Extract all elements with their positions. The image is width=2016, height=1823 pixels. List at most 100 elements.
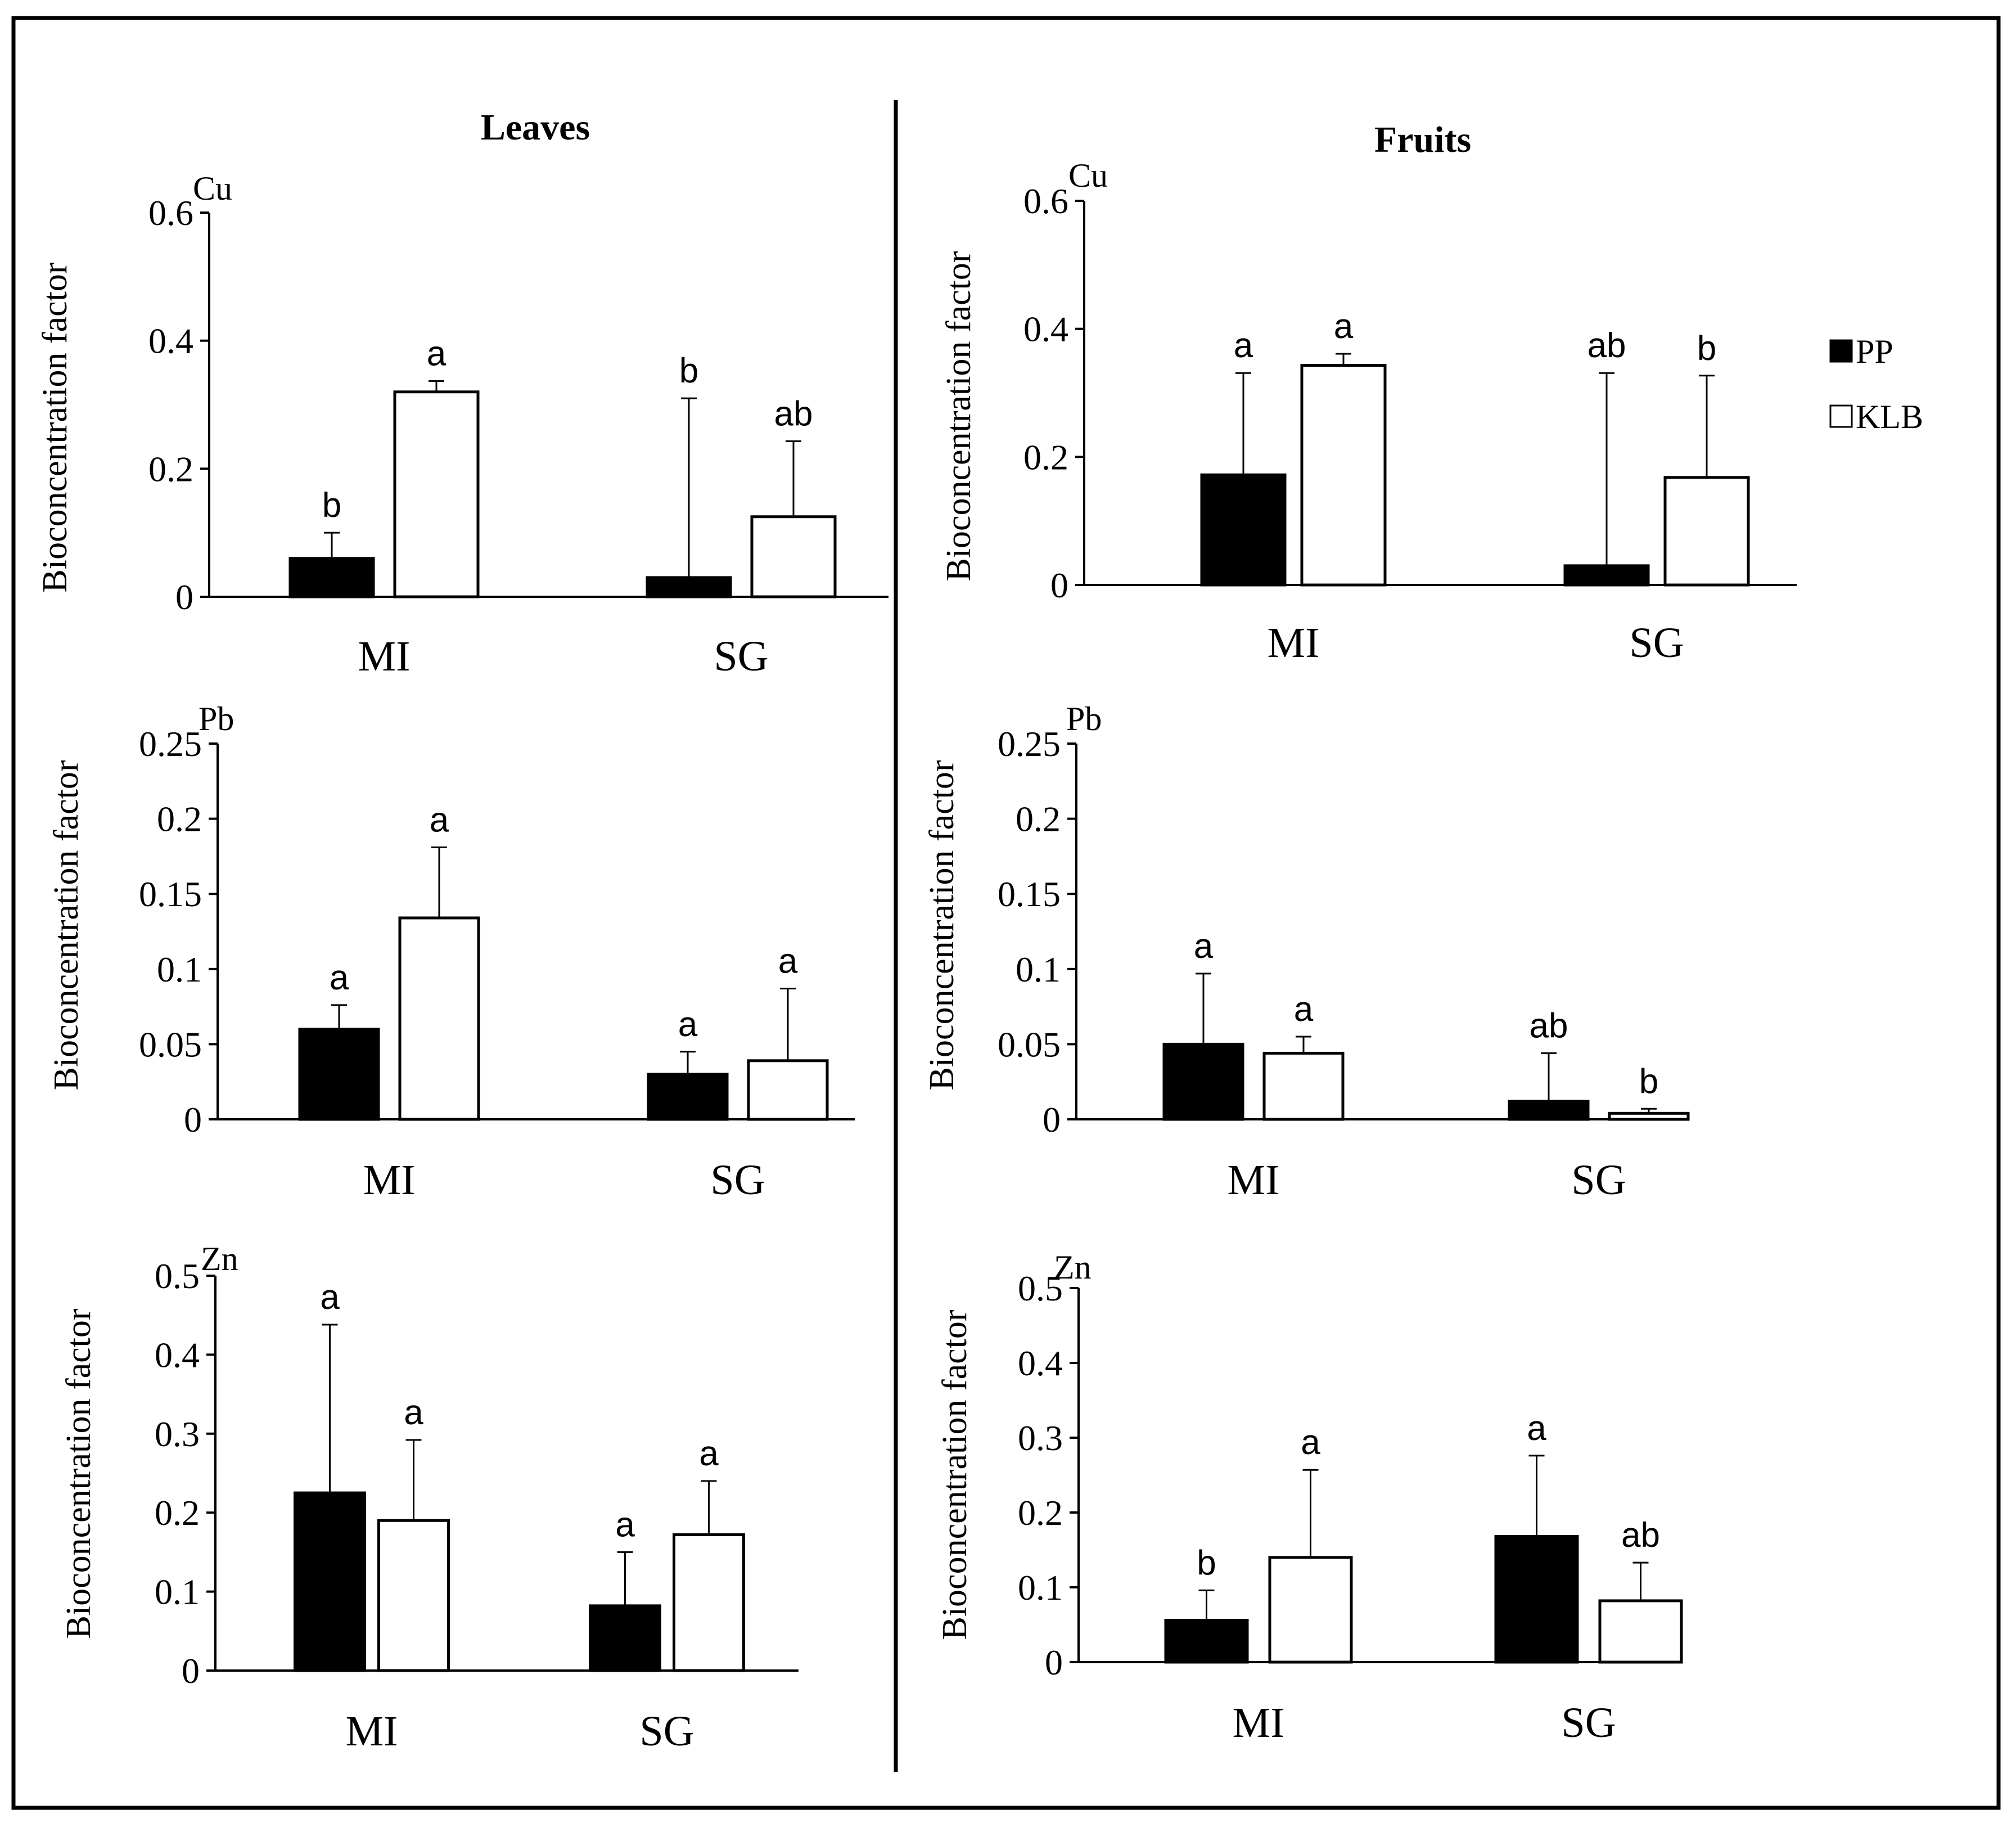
bar-pp-sg: [647, 1073, 729, 1121]
y-tick-label: 0.25: [998, 724, 1061, 764]
y-tick-label: 0.4: [1023, 309, 1068, 349]
y-tick-label: 0.2: [155, 1493, 200, 1533]
y-tick-label: 0.3: [1018, 1418, 1063, 1458]
y-tick-label: 0.2: [1023, 437, 1068, 477]
significance-letter: a: [1194, 927, 1214, 966]
significance-letter: a: [678, 1005, 698, 1044]
panel-fruits-pb: 0 0.05 0.1 0.15 0.2 0.25 Bioconcentration fact…: [923, 700, 1690, 1204]
y-tick-label: 0.2: [1018, 1493, 1063, 1533]
y-tick-label: 0.6: [148, 193, 193, 233]
y-tick-label: 0.15: [998, 874, 1061, 914]
y-tick-label: 0: [184, 1100, 202, 1140]
y-axis-label: Bioconcentration factor: [923, 760, 961, 1090]
y-tick-label: 0.05: [998, 1024, 1061, 1064]
y-tick-label: 0.4: [1018, 1343, 1063, 1383]
element-label: Cu: [193, 170, 232, 207]
bar-klb-sg: [1598, 1599, 1683, 1664]
bar-klb-mi: [1268, 1556, 1353, 1664]
y-tick-label: 0.5: [1018, 1268, 1063, 1308]
x-category-label: SG: [1561, 1699, 1616, 1747]
bar-pp-sg: [589, 1604, 661, 1672]
leaves-title: Leaves: [481, 107, 590, 148]
y-tick-label: 0.15: [139, 874, 202, 914]
x-category-label: MI: [1228, 1156, 1280, 1204]
y-tick-label: 0: [175, 577, 193, 617]
bar-pp-mi: [1162, 1042, 1244, 1121]
bar-klb-sg: [673, 1533, 745, 1672]
significance-letter: b: [1197, 1543, 1216, 1582]
significance-letter: b: [1639, 1062, 1658, 1101]
x-category-label: SG: [1629, 619, 1684, 667]
y-tick-label: 0.3: [155, 1414, 200, 1454]
significance-letter: a: [430, 800, 449, 839]
y-tick-label: 0.6: [1023, 181, 1068, 221]
y-tick-label: 0.1: [1016, 949, 1061, 989]
y-tick-label: 0.4: [155, 1335, 200, 1375]
x-category-label: MI: [363, 1156, 416, 1204]
significance-letter: a: [1334, 307, 1354, 346]
significance-letter: a: [320, 1278, 340, 1317]
bar-pp-sg: [1563, 564, 1650, 587]
y-tick-label: 0.05: [139, 1024, 202, 1064]
element-label: Pb: [1066, 700, 1102, 737]
bar-pp-mi: [1164, 1619, 1249, 1664]
bar-pp-sg: [1494, 1535, 1579, 1664]
element-label: Zn: [201, 1240, 238, 1277]
bar-pp-mi: [298, 1028, 380, 1121]
significance-letter: b: [322, 486, 341, 525]
bar-klb-mi: [393, 390, 480, 598]
bar-klb-mi: [398, 916, 480, 1121]
x-category-label: MI: [1233, 1699, 1285, 1747]
bar-klb-sg: [750, 515, 837, 598]
y-tick-label: 0.2: [1016, 799, 1061, 839]
x-category-label: SG: [639, 1708, 694, 1755]
legend-label-klb: KLB: [1856, 398, 1923, 435]
y-tick-label: 0.2: [148, 449, 193, 489]
significance-letter: ab: [774, 394, 813, 433]
panel-fruits-zn: 0 0.1 0.2 0.3 0.4 0.5 Bioconcentration factor Z…: [936, 1249, 1683, 1747]
x-category-label: SG: [714, 633, 768, 680]
y-axis-label: Bioconcentration factor: [47, 760, 85, 1090]
element-label: Cu: [1068, 157, 1108, 194]
panel-leaves-pb: 0 0.05 0.1 0.15 0.2 0.25 Bioconcentration fact…: [47, 700, 855, 1204]
bar-klb-sg: [1608, 1111, 1690, 1121]
bar-pp-sg: [646, 576, 732, 598]
y-axis-label: Bioconcentration factor: [36, 262, 74, 592]
panel-fruits-cu: 0 0.2 0.4 0.6 Bioconcentration factor Cu a a MI a…: [940, 157, 1797, 667]
significance-letter: a: [1234, 326, 1253, 365]
y-tick-label: 0: [1050, 565, 1068, 605]
panels: 0 0.2 0.4 0.6 Bioconcentration factor Cu b a MI b…: [36, 157, 1797, 1755]
bar-klb-sg: [747, 1059, 829, 1121]
legend-swatch-klb: [1829, 404, 1853, 428]
significance-letter: a: [1294, 990, 1314, 1029]
y-tick-label: 0.1: [1018, 1568, 1063, 1608]
significance-letter: a: [404, 1393, 423, 1432]
bar-klb-sg: [1663, 476, 1750, 587]
significance-letter: b: [1697, 329, 1716, 368]
significance-letter: a: [1301, 1423, 1320, 1462]
y-tick-label: 0: [1045, 1642, 1063, 1682]
significance-letter: ab: [1621, 1516, 1660, 1555]
y-axis-label: Bioconcentration factor: [936, 1309, 974, 1640]
y-tick-label: 0.25: [139, 724, 202, 764]
y-axis-label: Bioconcentration factor: [940, 251, 978, 581]
bar-klb-mi: [1262, 1051, 1345, 1121]
x-category-label: MI: [346, 1708, 398, 1755]
element-label: Zn: [1054, 1249, 1092, 1286]
y-tick-label: 0.4: [148, 321, 193, 361]
significance-letter: a: [778, 942, 798, 981]
y-tick-label: 0: [1043, 1100, 1061, 1140]
legend-swatch-pp: [1829, 339, 1853, 363]
y-tick-label: 0: [182, 1651, 200, 1691]
panel-leaves-cu: 0 0.2 0.4 0.6 Bioconcentration factor Cu b a MI b…: [36, 170, 889, 680]
y-tick-label: 0.5: [155, 1256, 200, 1296]
bar-pp-mi: [288, 557, 375, 598]
significance-letter: a: [330, 958, 349, 997]
fruits-title: Fruits: [1374, 119, 1471, 160]
significance-letter: ab: [1530, 1006, 1568, 1045]
x-category-label: SG: [1571, 1156, 1626, 1204]
bar-pp-mi: [1200, 473, 1287, 587]
significance-letter: b: [679, 352, 698, 390]
significance-letter: a: [699, 1434, 719, 1473]
